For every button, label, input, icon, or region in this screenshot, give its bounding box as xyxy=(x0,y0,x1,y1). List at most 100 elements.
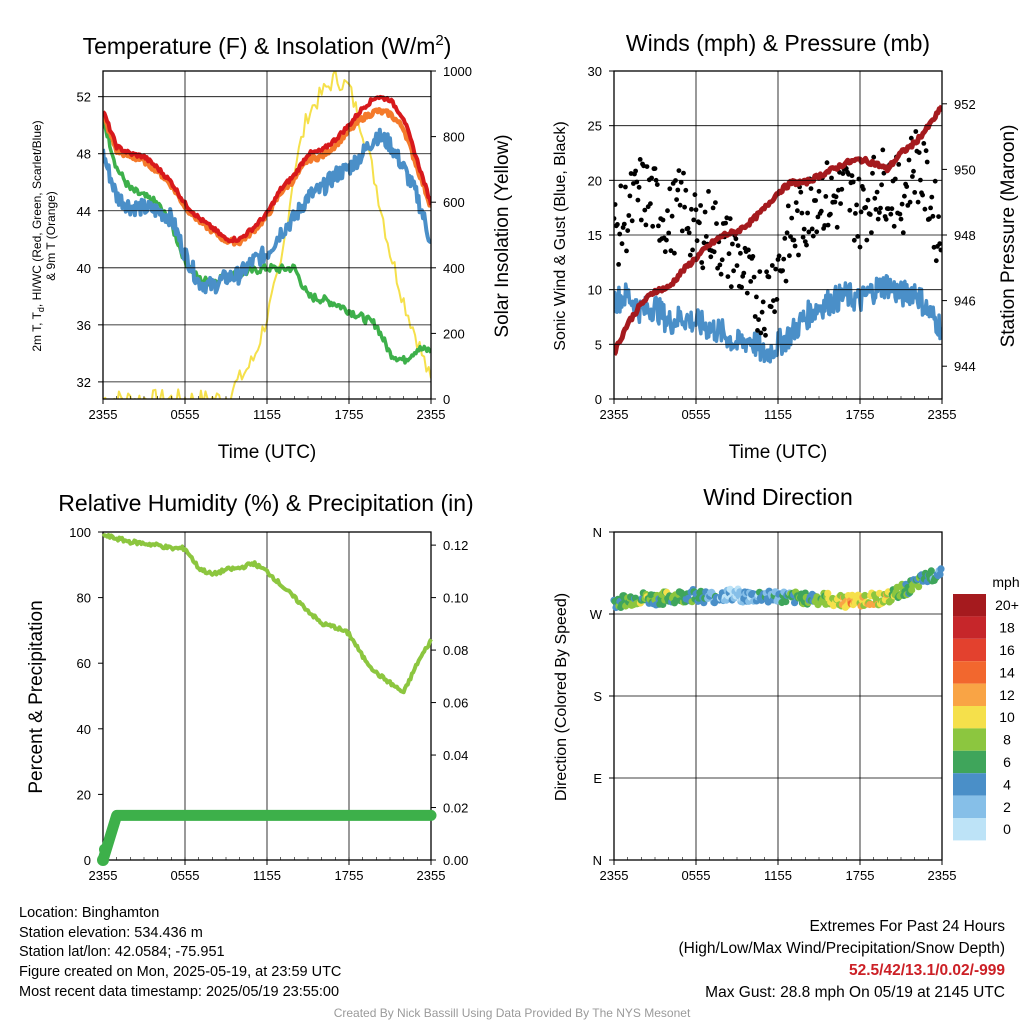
gust-point xyxy=(760,299,766,305)
humidity-xtick-label: 1755 xyxy=(335,868,364,883)
gust-point xyxy=(849,173,855,179)
gust-point xyxy=(750,254,756,259)
gust-point xyxy=(625,228,631,234)
gust-point xyxy=(810,233,816,239)
gust-point xyxy=(825,222,831,228)
gust-point xyxy=(754,294,759,300)
gust-point xyxy=(795,208,800,214)
direction-xtick-label: 1155 xyxy=(764,868,792,883)
legend-label: 2 xyxy=(1003,799,1011,815)
gust-point xyxy=(805,210,810,216)
temperature-title: Temperature (F) & Insolation (W/m2) xyxy=(83,32,452,59)
winds-ytick-label: 10 xyxy=(588,283,602,298)
gust-point xyxy=(889,206,895,212)
direction-ytick-label: N xyxy=(593,853,602,868)
gust-point xyxy=(772,309,777,315)
temperature-y2tick-label: 600 xyxy=(443,195,465,210)
winds-y2label: Station Pressure (Maroon) xyxy=(998,125,1019,348)
gust-point xyxy=(730,241,735,247)
gust-point xyxy=(873,207,879,212)
winds-xtick-label: 1755 xyxy=(846,407,875,422)
gust-point xyxy=(783,278,789,284)
legend-swatch xyxy=(953,661,986,684)
precip-point xyxy=(99,843,111,856)
gust-point xyxy=(719,257,725,263)
gust-point xyxy=(672,250,677,256)
gust-point xyxy=(913,129,919,134)
gust-point xyxy=(691,217,697,223)
winds-y2tick-label: 944 xyxy=(954,359,976,374)
gust-point xyxy=(871,154,877,160)
extremes-subtitle: (High/Low/Max Wind/Precipitation/Snow De… xyxy=(678,940,1006,957)
gust-point xyxy=(623,184,628,190)
humidity-y2tick-label: 0.12 xyxy=(443,538,468,553)
gust-point xyxy=(648,201,653,207)
gust-point xyxy=(692,192,698,198)
gust-point xyxy=(616,262,621,267)
gust-point xyxy=(782,236,788,241)
gust-point xyxy=(938,247,942,253)
gust-point xyxy=(806,229,812,235)
gust-point xyxy=(637,157,643,162)
temperature-y2tick-label: 800 xyxy=(443,130,465,145)
direction-ytick-label: S xyxy=(593,689,602,704)
gust-point xyxy=(801,226,807,232)
humidity-data xyxy=(97,533,437,866)
gust-point xyxy=(791,237,797,243)
gust-point xyxy=(678,179,684,185)
gust-point xyxy=(911,168,916,174)
gust-point xyxy=(933,258,939,264)
gust-point xyxy=(816,188,822,194)
legend-title: mph xyxy=(992,574,1019,590)
gust-point xyxy=(723,220,728,226)
temperature-y2tick-label: 1000 xyxy=(443,64,472,79)
humidity-ytick-label: 100 xyxy=(69,525,91,540)
gust-point xyxy=(702,209,708,215)
station-latlon: Station lat/lon: 42.0584; -75.951 xyxy=(19,944,225,961)
legend-swatch xyxy=(953,683,986,706)
speed-legend: mph 20+ 18 16 14 12 10 8 6 4 2 0 xyxy=(953,574,1020,841)
gust-point xyxy=(677,202,683,208)
gust-point xyxy=(634,179,640,185)
direction-xtick-label: 0555 xyxy=(682,868,711,883)
gust-point xyxy=(690,247,695,253)
gust-point xyxy=(769,263,775,268)
gust-point xyxy=(881,170,887,176)
gust-point xyxy=(883,216,889,222)
gust-point xyxy=(764,269,769,275)
gust-point xyxy=(922,206,928,212)
legend-swatch xyxy=(953,616,986,639)
gust-point xyxy=(700,265,706,271)
gust-point xyxy=(906,157,912,163)
gust-point xyxy=(804,242,809,248)
gust-point xyxy=(851,237,857,243)
gust-point xyxy=(904,184,910,190)
gust-point xyxy=(829,175,834,181)
temperature-xtick-label: 2355 xyxy=(417,407,446,422)
gust-point xyxy=(814,229,820,235)
gust-point xyxy=(850,179,856,185)
gust-point xyxy=(617,231,623,237)
winds-xlabel: Time (UTC) xyxy=(729,442,828,463)
gust-point xyxy=(924,159,930,165)
gust-point xyxy=(766,274,772,280)
humidity-y2tick-label: 0.10 xyxy=(443,591,468,606)
gust-point xyxy=(891,223,897,229)
legend-label: 12 xyxy=(999,687,1015,703)
gust-point xyxy=(652,166,658,172)
gust-point xyxy=(635,197,641,203)
extremes-values: 52.5/42/13.1/0.02/-999 xyxy=(849,962,1005,979)
gust-point xyxy=(932,178,938,184)
gust-point xyxy=(633,168,638,174)
gust-point xyxy=(727,216,733,222)
gust-point xyxy=(815,214,821,220)
gust-point xyxy=(681,170,686,176)
direction-point xyxy=(861,591,869,600)
gust-point xyxy=(908,135,914,141)
gust-point xyxy=(710,205,716,211)
legend-swatch xyxy=(953,818,986,841)
temperature-ytick-label: 44 xyxy=(77,204,91,219)
precip-line xyxy=(97,809,437,866)
gust-point xyxy=(863,205,869,210)
gust-point xyxy=(717,262,723,268)
